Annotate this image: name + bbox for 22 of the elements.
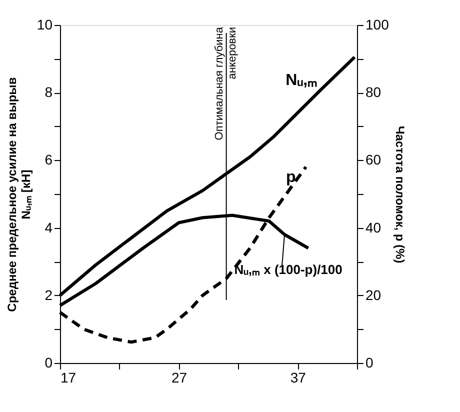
y-tick-label: 2 xyxy=(44,286,53,303)
y-tick-label: 8 xyxy=(44,84,53,100)
y2-tick-label: 0 xyxy=(366,354,374,370)
y-tick-label: 10 xyxy=(36,16,53,32)
y2-tick-label: 100 xyxy=(366,16,390,32)
text: Оптимальная глубина xyxy=(213,27,226,140)
y2-tick-label: 60 xyxy=(366,152,382,168)
y2-tick-label: 40 xyxy=(366,219,382,236)
x-tick-label: 17 xyxy=(60,370,76,386)
x-tick-label: 37 xyxy=(290,370,306,386)
text: Среднее предельное усилие на вырыв xyxy=(4,77,19,312)
series-label: p xyxy=(286,168,296,186)
y-tick-label: 4 xyxy=(44,219,53,236)
series-label: Nᵤ,ₘ xyxy=(286,72,318,90)
text: анкеровки xyxy=(226,27,238,80)
y2-axis-title: Частота поломок, p (%) xyxy=(392,126,407,264)
y-tick-label: 6 xyxy=(44,152,53,168)
x-tick-label: 27 xyxy=(172,370,188,386)
y2-tick-label: 20 xyxy=(366,286,382,303)
y2-tick-label: 80 xyxy=(366,84,382,100)
text: Nᵤ,ₘ [кН] xyxy=(18,170,33,220)
y-tick-label: 0 xyxy=(44,354,53,370)
